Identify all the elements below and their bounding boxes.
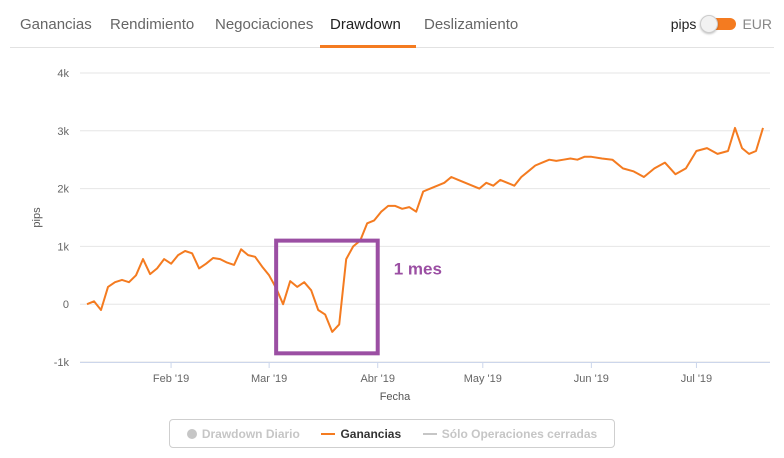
x-axis: Feb '19 Mar '19 Abr '19 May '19 Jun '19 Jul '… [80,362,770,385]
legend-line-icon [422,432,437,435]
tab-bar: Ganancias Rendimiento Negociaciones Draw… [10,0,774,48]
annotation-label: 1 mes [394,259,442,278]
drawdown-chart: -1k 0 1k 2k 3k 4k Feb '19 Mar '19 Abr '19 May '1… [31,68,770,403]
y-tick-label: 0 [63,299,69,311]
unit-toggle-group: pips EUR [671,14,772,34]
y-tick-label: 3k [57,126,69,138]
unit-toggle-switch[interactable] [700,15,737,33]
unit-label-eur: EUR [742,16,772,32]
tab-deslizamiento[interactable]: Deslizamiento [424,16,519,33]
active-tab-indicator [320,45,416,48]
legend-dot-icon [186,428,197,439]
x-tick-label: Mar '19 [251,373,287,385]
y-axis-title: pips [31,207,43,228]
y-axis: -1k 0 1k 2k 3k 4k [54,68,70,369]
chart-legend: Drawdown Diario Ganancias Sólo Operacion… [169,419,615,448]
chart-series [86,126,764,333]
annotation-box [274,238,380,356]
x-tick-label: Jun '19 [574,373,609,385]
x-tick-label: Abr '19 [360,373,395,385]
tab-rendimiento[interactable]: Rendimiento [110,16,195,33]
x-tick-label: Jul '19 [681,373,712,385]
tab-drawdown[interactable]: Drawdown [330,16,401,33]
chart-annotations: 1 mes [274,238,442,356]
legend-item-solo-operaciones-cerradas[interactable]: Sólo Operaciones cerradas [422,426,598,441]
legend-label: Sólo Operaciones cerradas [441,426,598,441]
y-tick-label: 4k [57,68,69,80]
chart-grid [80,72,770,363]
unit-label-pips: pips [670,16,697,32]
x-tick-label: May '19 [464,373,502,385]
y-tick-label: 1k [57,241,69,253]
legend-line-icon [321,432,336,435]
legend-item-ganancias[interactable]: Ganancias [321,427,401,441]
tab-negociaciones[interactable]: Negociaciones [215,16,314,33]
x-tick-label: Feb '19 [153,373,189,385]
x-axis-title: Fecha [380,391,411,403]
legend-label: Drawdown Diario [201,426,300,441]
toggle-knob[interactable] [700,15,719,33]
y-tick-label: 2k [57,184,69,196]
legend-label: Ganancias [340,426,402,441]
series-line-ganancias [86,126,764,333]
legend-item-drawdown-diario[interactable]: Drawdown Diario [186,426,300,441]
y-tick-label: -1k [54,357,70,369]
tab-ganancias[interactable]: Ganancias [20,16,92,33]
